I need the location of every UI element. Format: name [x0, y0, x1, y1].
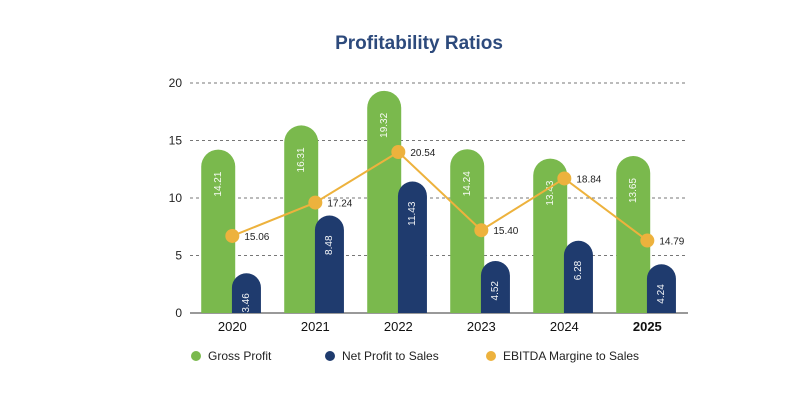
gross-profit-bar — [616, 156, 651, 313]
x-tick-label: 2021 — [301, 319, 330, 334]
gross-profit-data-label: 13.43 — [545, 180, 556, 205]
y-tick-label: 15 — [169, 134, 183, 148]
ebitda-point — [225, 228, 240, 243]
ebitda-data-label: 18.84 — [576, 174, 601, 185]
ebitda-line: 15.06 17.24 20.54 15.40 18.84 14.79 — [225, 145, 685, 248]
net-profit-bar — [231, 273, 261, 313]
legend-gross-profit-label: Gross Profit — [208, 349, 272, 363]
gross-profit-bar — [367, 90, 402, 313]
ebitda-point — [391, 145, 406, 159]
x-tick-label: 2020 — [218, 319, 247, 334]
legend-ebitda-marker — [486, 351, 496, 361]
x-axis: 2020 2021 2022 2023 2024 2025 — [218, 319, 662, 334]
net-profit-bar — [646, 264, 676, 313]
y-tick-label: 0 — [175, 306, 182, 320]
net-profit-bar — [563, 240, 593, 313]
gross-profit-data-label: 14.21 — [213, 171, 224, 196]
x-tick-label: 2023 — [467, 319, 496, 334]
legend-gross-profit-marker — [191, 351, 201, 361]
net-profit-data-label: 8.48 — [324, 235, 335, 255]
net-profit-data-label: 3.46 — [241, 293, 252, 313]
net-profit-data-label: 4.24 — [656, 284, 667, 304]
gross-profit-data-label: 19.32 — [379, 112, 390, 137]
net-profit-bar — [314, 215, 344, 313]
net-profit-data-label: 6.28 — [573, 260, 584, 280]
ebitda-point — [557, 171, 572, 186]
bars: 14.21 3.46 16.31 8.48 19.32 11.43 14.24 4.52 13.… — [201, 90, 676, 314]
y-tick-label: 20 — [169, 76, 183, 90]
gross-profit-data-label: 16.31 — [296, 147, 307, 172]
legend-net-profit-label: Net Profit to Sales — [342, 349, 439, 363]
net-profit-data-label: 4.52 — [490, 281, 501, 301]
legend: Gross Profit Net Profit to Sales EBITDA Ma… — [191, 349, 639, 363]
x-tick-label: 2024 — [550, 319, 579, 334]
ebitda-data-label: 15.40 — [493, 226, 518, 237]
gross-profit-data-label: 13.65 — [628, 178, 639, 203]
ebitda-point — [640, 233, 655, 248]
grid-lines — [190, 82, 688, 314]
gross-profit-bar — [533, 158, 568, 313]
net-profit-bar — [397, 181, 427, 313]
gross-profit-data-label: 14.24 — [462, 171, 473, 196]
y-axis: 0 5 10 15 20 — [169, 76, 183, 320]
legend-ebitda-label: EBITDA Margine to Sales — [503, 349, 639, 363]
legend-net-profit-marker — [325, 351, 335, 361]
gross-profit-bar — [284, 125, 319, 314]
ebitda-point — [308, 195, 323, 210]
chart-title: Profitability Ratios — [335, 33, 503, 54]
gross-profit-bar — [201, 149, 236, 313]
net-profit-bar — [480, 261, 510, 313]
ebitda-data-label: 20.54 — [410, 148, 435, 159]
ebitda-data-label: 15.06 — [244, 232, 269, 243]
y-tick-label: 5 — [175, 249, 182, 263]
ebitda-data-label: 14.79 — [659, 237, 684, 248]
gross-profit-bar — [450, 149, 485, 313]
net-profit-data-label: 11.43 — [407, 201, 418, 226]
x-tick-label: 2022 — [384, 319, 413, 334]
ebitda-point — [474, 223, 489, 238]
x-tick-label: 2025 — [633, 319, 662, 334]
ebitda-series-line — [231, 150, 648, 242]
ebitda-data-label: 17.24 — [327, 199, 352, 210]
y-tick-label: 10 — [169, 191, 183, 205]
